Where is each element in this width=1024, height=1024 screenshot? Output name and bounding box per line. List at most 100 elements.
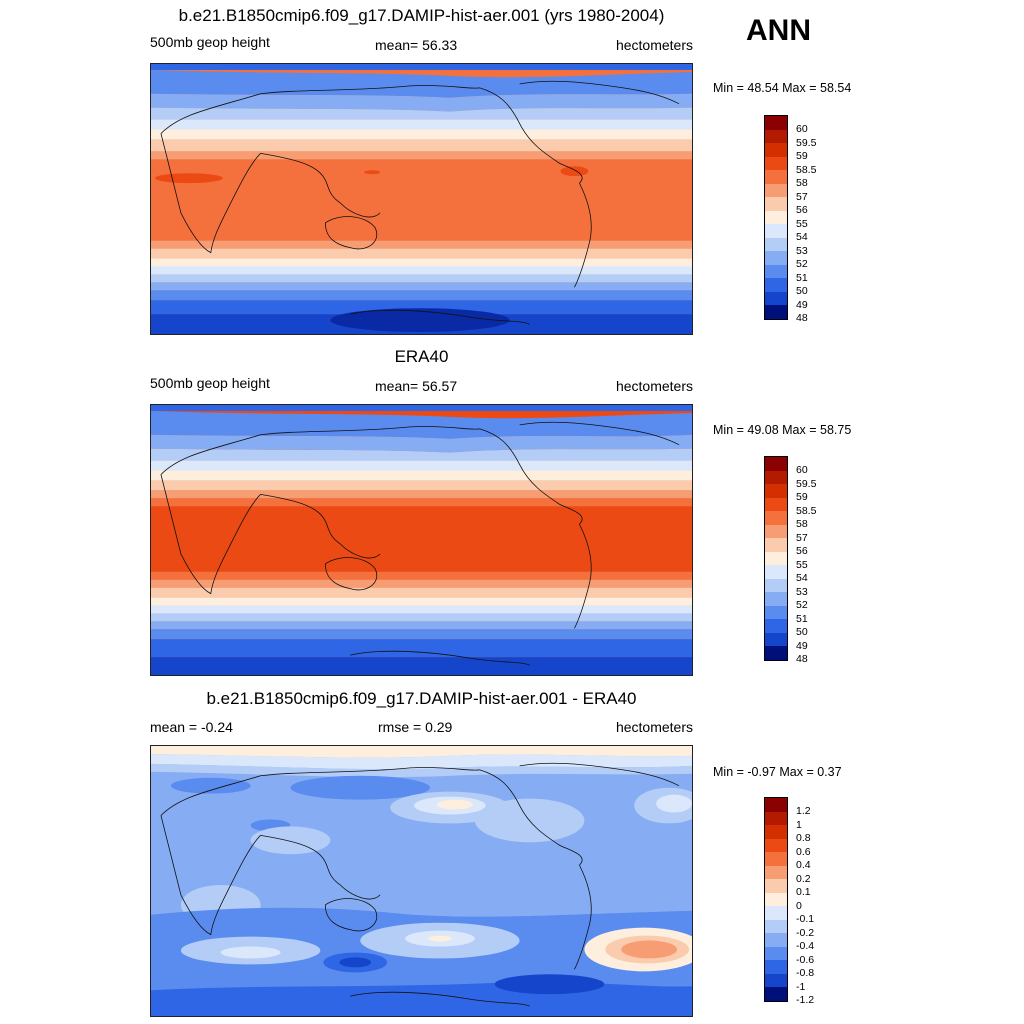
panel-title: ERA40 bbox=[394, 347, 449, 366]
panel-mean-label: mean= 56.57 bbox=[375, 378, 458, 394]
panel-title: b.e21.B1850cmip6.f09_g17.DAMIP-hist-aer.… bbox=[178, 6, 665, 25]
contour-band bbox=[151, 107, 692, 120]
colorbar-label: 50 bbox=[796, 626, 808, 638]
colorbar-swatch bbox=[765, 291, 787, 305]
panel-mean-label: mean = -0.24 bbox=[150, 719, 233, 735]
colorbar-label: 0.8 bbox=[796, 832, 811, 844]
colorbar-swatch bbox=[765, 457, 787, 471]
contour-band bbox=[151, 258, 692, 267]
contour-band bbox=[151, 579, 692, 588]
coastline bbox=[160, 762, 680, 1007]
contour-band bbox=[170, 777, 251, 794]
contour-band bbox=[151, 129, 692, 140]
colorbar-swatch bbox=[765, 210, 787, 224]
colorbar-swatch bbox=[765, 592, 787, 606]
panel-left-label: 500mb geop height bbox=[150, 375, 270, 391]
colorbar-label: 48 bbox=[796, 312, 808, 324]
colorbar-swatch bbox=[765, 170, 787, 184]
colorbar-label: 50 bbox=[796, 285, 808, 297]
contour-band bbox=[151, 490, 692, 499]
colorbar-label: 1 bbox=[796, 818, 802, 831]
contour-band bbox=[151, 613, 692, 622]
panel-units-label: hectometers bbox=[615, 378, 693, 394]
colorbar-swatch bbox=[765, 879, 787, 893]
contour-band bbox=[621, 940, 678, 959]
contour-band bbox=[151, 571, 692, 580]
colorbar-label: 59 bbox=[796, 150, 808, 162]
colorbar-label: -0.6 bbox=[796, 953, 815, 966]
panel-left-label: 500mb geop height bbox=[150, 34, 270, 50]
contour-band bbox=[560, 166, 589, 177]
coastline bbox=[160, 421, 680, 666]
contour-band bbox=[151, 657, 692, 675]
colorbar-label: 0.4 bbox=[796, 859, 811, 871]
colorbar-swatch bbox=[765, 183, 787, 197]
contour-band bbox=[151, 274, 692, 283]
colorbar-swatch bbox=[765, 798, 787, 812]
contour-band bbox=[656, 794, 692, 813]
contour-band bbox=[330, 308, 510, 333]
season-label: ANN bbox=[746, 14, 811, 47]
colorbar-swatch bbox=[765, 946, 787, 960]
contour-band bbox=[250, 826, 331, 855]
colorbar-label: 56 bbox=[796, 545, 808, 557]
colorbar-swatch bbox=[765, 565, 787, 579]
colorbar-label: 51 bbox=[796, 271, 808, 284]
colorbar-swatch bbox=[765, 305, 787, 319]
colorbar-label: 59 bbox=[796, 491, 808, 503]
contour-band bbox=[494, 974, 605, 995]
contour-band bbox=[151, 587, 692, 598]
colorbar-swatch bbox=[765, 892, 787, 906]
colorbar-label: 54 bbox=[796, 572, 808, 584]
colorbar-swatch bbox=[765, 933, 787, 947]
colorbar-label: 48 bbox=[796, 653, 808, 665]
colorbar-labels: 60 59.5 59 58.5 58 57 56 55 54 53 52 51 … bbox=[796, 123, 816, 326]
colorbar-label: 58 bbox=[796, 177, 808, 189]
colorbar-label: 51 bbox=[796, 612, 808, 625]
contour-band bbox=[151, 69, 692, 98]
colorbar-labels: 1.2 1 0.8 0.6 0.4 0.2 0.1 0 -0.1 -0.2 -0… bbox=[796, 805, 814, 1008]
colorbar-swatch bbox=[765, 497, 787, 511]
colorbar-swatch bbox=[765, 484, 787, 498]
colorbar-label: 0.6 bbox=[796, 845, 811, 858]
contour-map bbox=[150, 63, 693, 335]
colorbar-swatch bbox=[765, 143, 787, 157]
contour-band bbox=[151, 629, 692, 640]
colorbar-swatch bbox=[765, 264, 787, 278]
colorbar-swatch bbox=[765, 470, 787, 484]
colorbar-label: 60 bbox=[796, 123, 808, 135]
colorbar-swatch bbox=[765, 551, 787, 565]
contour-band bbox=[427, 935, 452, 942]
contour-band bbox=[151, 480, 692, 491]
contour-band bbox=[151, 746, 692, 758]
colorbar-label: 58.5 bbox=[796, 163, 817, 176]
colorbar-label: 59.5 bbox=[796, 477, 817, 490]
colorbar-swatch bbox=[765, 987, 787, 1001]
contour-map bbox=[150, 745, 693, 1017]
colorbar-label: 53 bbox=[796, 244, 808, 257]
colorbar-label: 52 bbox=[796, 258, 808, 270]
colorbar bbox=[764, 115, 788, 320]
panel-units-label: hectometers bbox=[615, 719, 693, 735]
contour-band bbox=[151, 597, 692, 606]
panel-minmax: Min = -0.97 Max = 0.37 bbox=[713, 765, 842, 779]
contour-band bbox=[151, 64, 692, 70]
contour-band bbox=[151, 460, 692, 471]
colorbar-swatch bbox=[765, 224, 787, 238]
colorbar-label: 57 bbox=[796, 190, 808, 203]
contour-band bbox=[364, 170, 381, 175]
colorbar-label: 55 bbox=[796, 217, 808, 230]
contour-band bbox=[151, 139, 692, 152]
colorbar-swatch bbox=[765, 919, 787, 933]
contour-band bbox=[151, 470, 692, 481]
colorbar-swatch bbox=[765, 960, 787, 974]
contour-band bbox=[151, 282, 692, 291]
colorbar-label: -0.1 bbox=[796, 913, 815, 925]
colorbar-label: -0.2 bbox=[796, 926, 815, 939]
colorbar-label: 52 bbox=[796, 599, 808, 611]
contour-band bbox=[151, 300, 692, 315]
contour-band bbox=[151, 405, 692, 411]
panel-units-label: hectometers bbox=[615, 37, 693, 53]
colorbar-swatch bbox=[765, 906, 787, 920]
contour-band bbox=[151, 151, 692, 160]
